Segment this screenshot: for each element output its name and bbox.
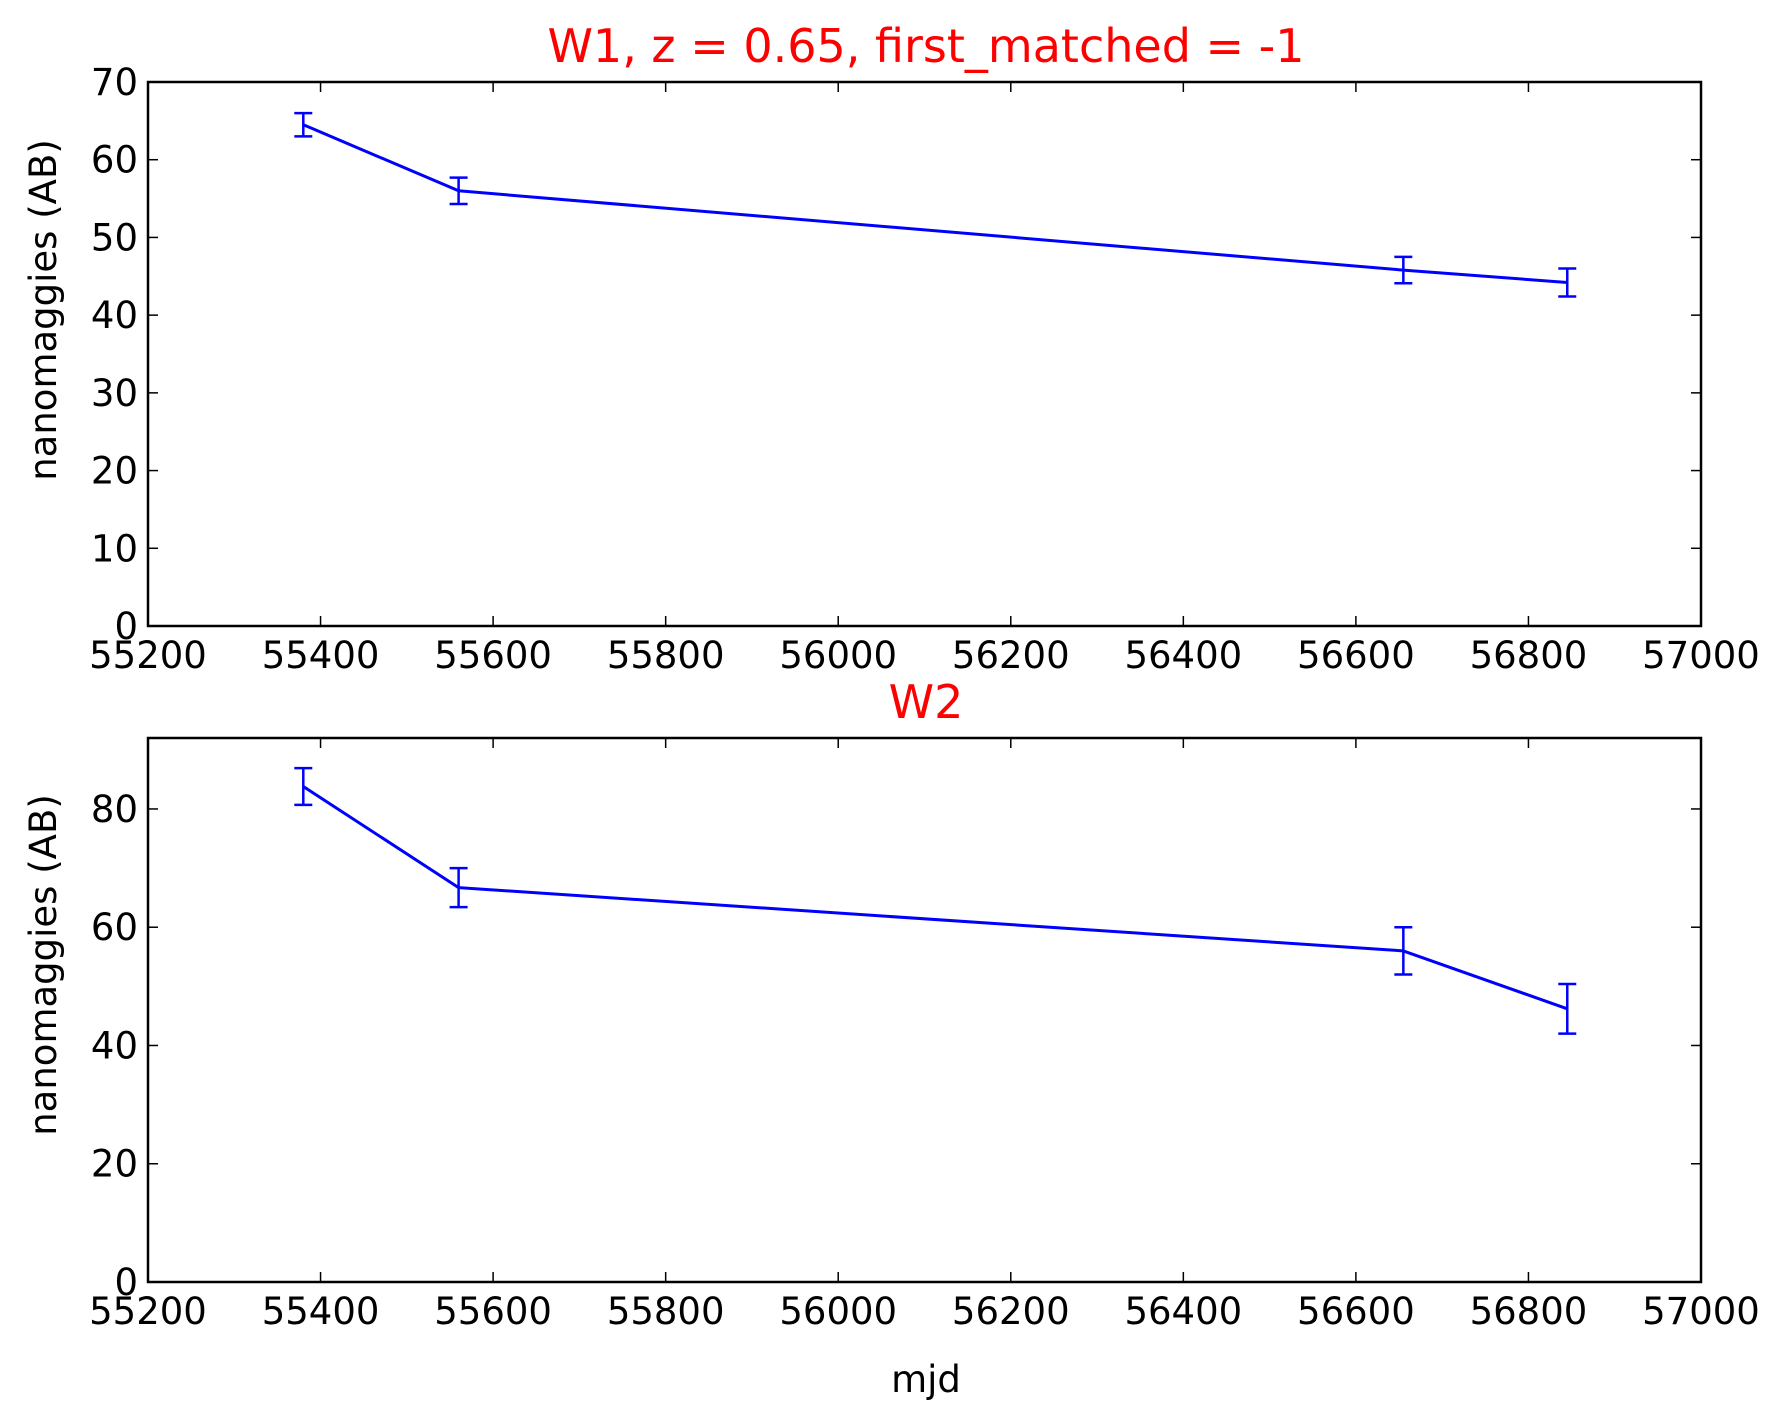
- w2-x-tick-label: 56800: [1470, 1290, 1588, 1333]
- w2-y-tick-label: 60: [91, 906, 138, 949]
- w2-series-line: [302, 785, 1568, 1011]
- w2-panel-title: W2: [889, 675, 964, 729]
- w1-marks: [294, 111, 1577, 298]
- w1-x-tick-label: 55800: [607, 634, 725, 677]
- w2-y-tick-label: 0: [114, 1261, 138, 1304]
- w2-y-tick-label: 40: [91, 1024, 138, 1067]
- w2-error-bar: [294, 766, 313, 807]
- w1-y-tick-label: 40: [91, 294, 138, 337]
- w1-y-tick-label: 20: [91, 450, 138, 493]
- w1-ticks: 55200 55400 55600 55800 56000 56200 56400 56600…: [89, 61, 1760, 677]
- w1-y-axis-label: nanomaggies (AB): [22, 139, 65, 481]
- w1-plot-frame: [146, 80, 1703, 628]
- w2-y-tick-label: 80: [91, 788, 138, 831]
- w1-panel-title: W1, z = 0.65, first_matched = -1: [547, 19, 1304, 73]
- w1-y-tick-label: 10: [91, 527, 138, 570]
- w1-error-bar: [1558, 267, 1577, 298]
- w2-x-tick-label: 56600: [1297, 1290, 1415, 1333]
- w2-marks: [294, 766, 1577, 1035]
- w1-panel: W1, z = 0.65, first_matched = -1 nanomag…: [22, 19, 1760, 677]
- w1-error-bar: [449, 176, 468, 206]
- w2-error-bar: [449, 866, 468, 909]
- w2-error-bar: [1558, 982, 1577, 1035]
- w2-y-tick-label: 20: [91, 1143, 138, 1186]
- w2-x-tick-label: 56000: [779, 1290, 897, 1333]
- w1-x-tick-label: 57000: [1642, 634, 1760, 677]
- w1-x-tick-label: 55400: [262, 634, 380, 677]
- w1-y-tick-label: 50: [91, 216, 138, 259]
- w2-y-axis-label: nanomaggies (AB): [22, 794, 65, 1136]
- w2-x-axis-label: mjd: [891, 1358, 961, 1401]
- w2-x-tick-label: 55600: [434, 1290, 552, 1333]
- w2-plot-frame: [146, 736, 1703, 1284]
- w2-error-bar: [1394, 925, 1413, 976]
- w2-panel: W2 nanomaggies (AB) mjd 55200 55400 55600 5…: [22, 675, 1760, 1401]
- w1-error-bar: [1394, 255, 1413, 285]
- w1-error-bar: [294, 111, 313, 138]
- w1-x-tick-label: 56600: [1297, 634, 1415, 677]
- w1-y-tick-label: 0: [114, 605, 138, 648]
- w2-x-tick-label: 55200: [89, 1290, 207, 1333]
- w1-y-tick-label: 30: [91, 372, 138, 415]
- w1-x-tick-label: 55600: [434, 634, 552, 677]
- w1-x-tick-label: 56000: [779, 634, 897, 677]
- w1-x-tick-label: 55200: [89, 634, 207, 677]
- w2-x-tick-label: 55800: [607, 1290, 725, 1333]
- w1-x-tick-label: 56400: [1124, 634, 1242, 677]
- w1-y-tick-label: 60: [91, 139, 138, 182]
- w1-y-tick-label: 70: [91, 61, 138, 104]
- w1-series-line: [302, 123, 1568, 284]
- w1-x-tick-label: 56800: [1470, 634, 1588, 677]
- w2-x-tick-label: 56400: [1124, 1290, 1242, 1333]
- w2-ticks: 55200 55400 55600 55800 56000 56200 56400 56600…: [89, 738, 1760, 1333]
- w2-x-tick-label: 57000: [1642, 1290, 1760, 1333]
- w1-x-tick-label: 56200: [952, 634, 1070, 677]
- w2-x-tick-label: 56200: [952, 1290, 1070, 1333]
- w2-x-tick-label: 55400: [262, 1290, 380, 1333]
